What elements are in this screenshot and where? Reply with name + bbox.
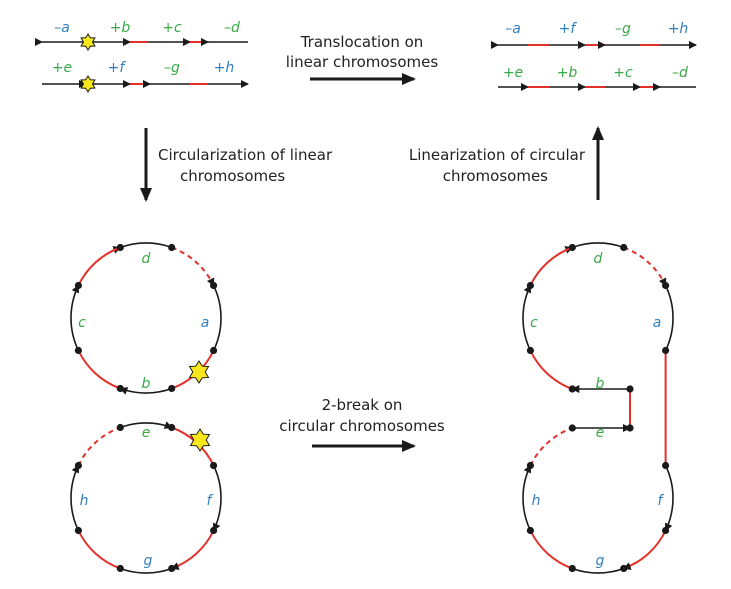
circularization-step: Circularization of linear chromosomes <box>140 128 333 202</box>
gene-label: –a <box>54 20 70 36</box>
linear-chromosome-1: –a +b +c –d <box>35 20 248 51</box>
gene-label: –g <box>164 60 180 76</box>
gene-label: –d <box>224 20 240 36</box>
gene-label: –a <box>505 21 521 37</box>
gene-label: +e <box>52 60 72 76</box>
gene-label: +f <box>559 21 578 37</box>
linearization-caption-line2: chromosomes <box>443 167 548 185</box>
gene-label: f <box>207 493 214 509</box>
circular-before: d a b c e f g h <box>70 242 222 574</box>
two-break-caption-line2: circular chromosomes <box>279 417 445 435</box>
gene-label: g <box>596 553 605 569</box>
linear-chromosome-1-after: –a +f –g +h <box>491 21 697 49</box>
gene-label: f <box>658 493 665 509</box>
gene-label: h <box>80 493 89 509</box>
star-icon <box>189 428 211 452</box>
linearization-caption-line1: Linearization of circular <box>409 146 586 164</box>
translocation-caption-line2: linear chromosomes <box>286 53 439 71</box>
gene-label: e <box>142 425 151 441</box>
linear-after: –a +f –g +h +e +b +c –d <box>491 21 697 91</box>
circularization-caption-line1: Circularization of linear <box>158 146 333 164</box>
linearization-step: Linearization of circular chromosomes <box>409 126 604 200</box>
gene-label: c <box>530 315 538 331</box>
gene-label: d <box>142 251 151 267</box>
gene-label: b <box>142 376 151 392</box>
gene-label: h <box>532 493 541 509</box>
circular-chromosome-bottom: e f g h <box>70 421 222 574</box>
gene-label: a <box>653 315 662 331</box>
gene-label: +b <box>110 20 131 36</box>
gene-label: b <box>596 376 605 392</box>
gene-label: +b <box>557 65 578 81</box>
gene-label: d <box>594 251 603 267</box>
circularization-caption-line2: chromosomes <box>180 167 285 185</box>
translocation-step: Translocation on linear chromosomes <box>286 33 439 85</box>
gene-label: +c <box>613 65 633 81</box>
gene-label: –d <box>672 65 688 81</box>
gene-label: e <box>596 425 605 441</box>
gene-label: –g <box>615 21 631 37</box>
translocation-caption-line1: Translocation on <box>300 33 424 51</box>
star-icon <box>80 75 96 93</box>
circular-after: d a b c e f g h <box>522 242 674 574</box>
two-break-caption-line1: 2-break on <box>322 396 403 414</box>
linear-chromosome-2: +e +f –g +h <box>42 60 249 93</box>
circular-chromosome-top: d a b c <box>70 242 222 395</box>
gene-label: c <box>78 315 86 331</box>
gene-label: g <box>144 553 153 569</box>
gene-label: +h <box>668 21 689 37</box>
gene-label: a <box>201 315 210 331</box>
star-icon <box>188 360 210 384</box>
gene-label: +f <box>108 60 127 76</box>
two-break-step: 2-break on circular chromosomes <box>279 396 445 452</box>
linear-chromosome-2-after: +e +b +c –d <box>498 65 696 91</box>
linear-before: –a +b +c –d +e +f –g +h <box>35 20 249 93</box>
gene-label: +e <box>503 65 523 81</box>
star-icon <box>80 33 96 51</box>
gene-label: +h <box>214 60 235 76</box>
gene-label: +c <box>162 20 182 36</box>
